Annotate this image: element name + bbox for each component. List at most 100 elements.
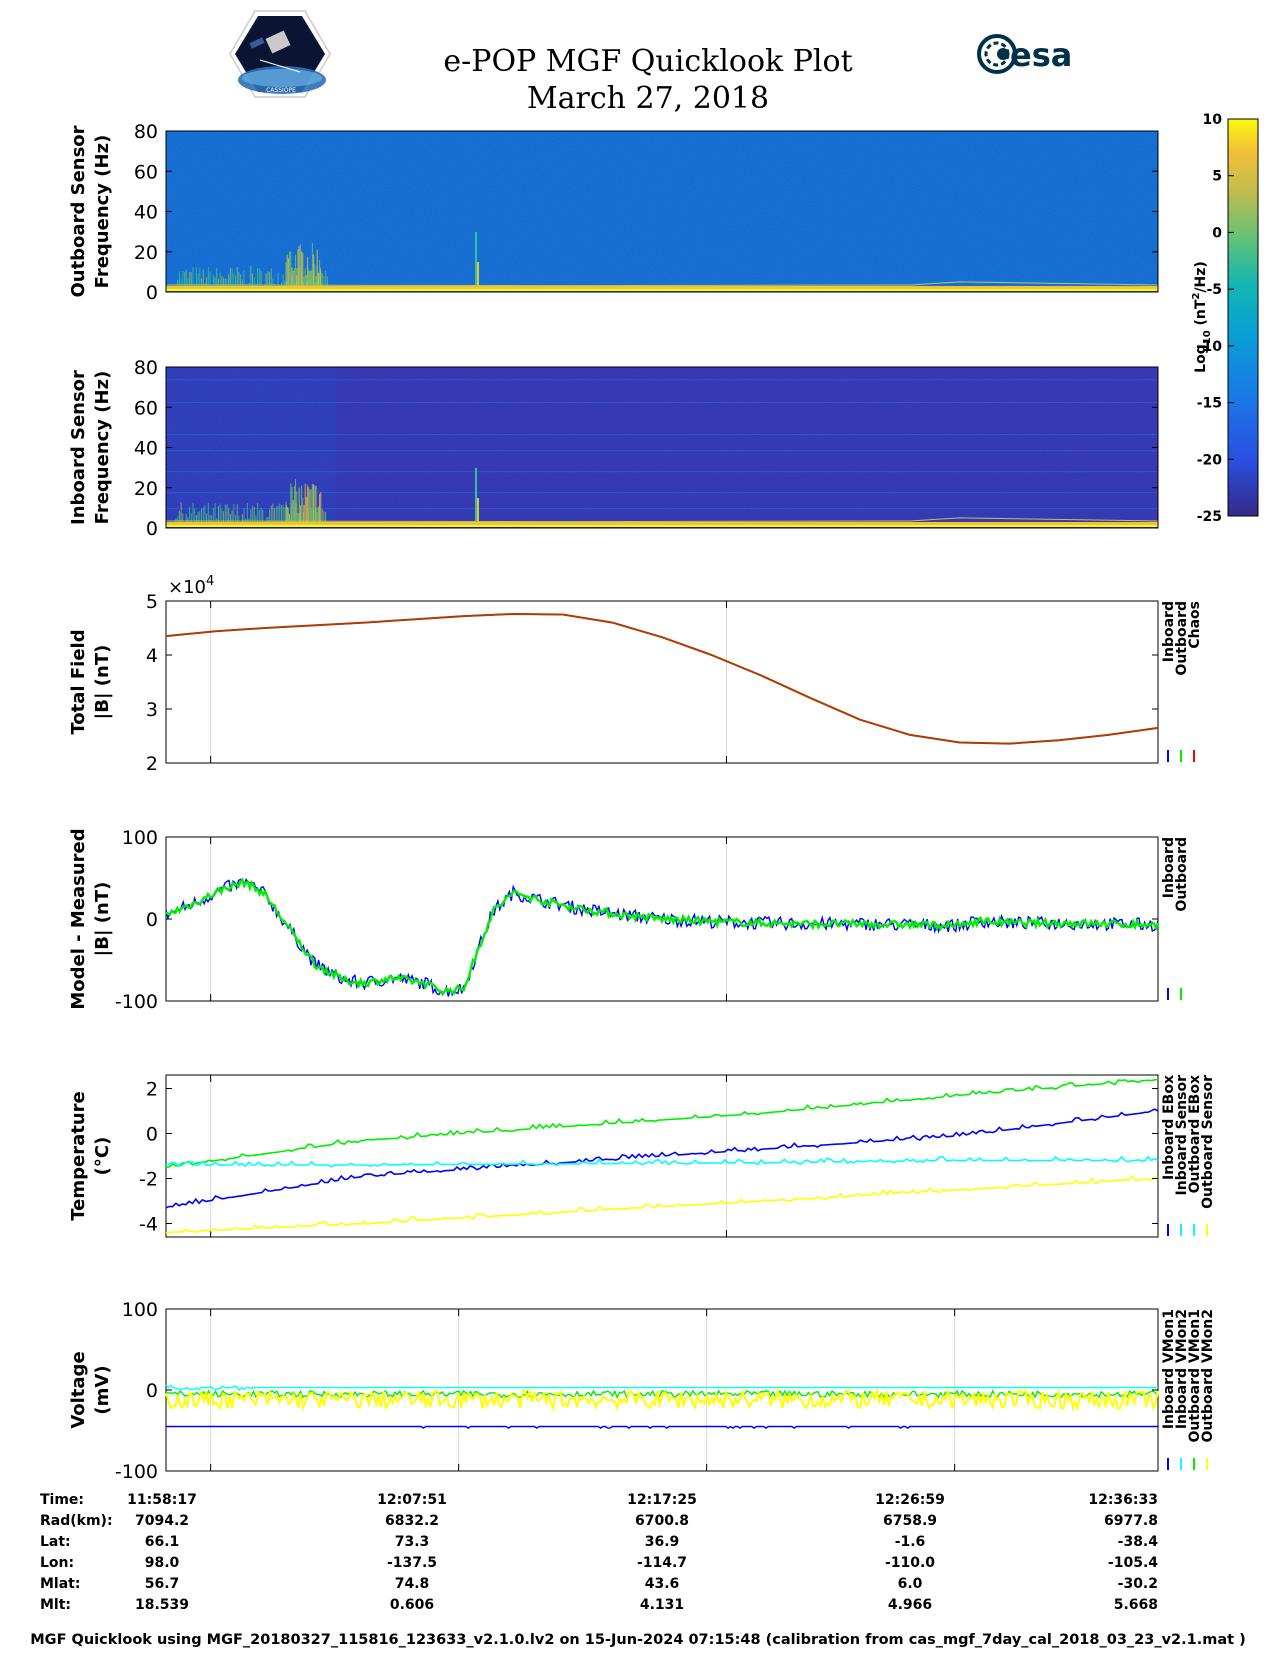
total-field-ytick-label: 2 [146, 753, 158, 775]
total-field-ytick-label: 4 [146, 645, 158, 667]
total-field-legend-entry: Chaos [1187, 601, 1203, 649]
colorbar-tick-label: 5 [1212, 169, 1222, 185]
orbit-cell: 56.7 [145, 1576, 180, 1592]
inboard-spectrogram-ylabel-line: Inboard Sensor [68, 370, 89, 525]
model-minus-measured-ylabel-line: Model - Measured [68, 828, 89, 1009]
orbit-cell: -105.4 [1108, 1555, 1158, 1571]
temperature-ylabel-line: Temperature [68, 1091, 89, 1220]
model-minus-measured-legend-entry: Outboard [1174, 837, 1190, 912]
temperature-ytick-label: -2 [139, 1169, 158, 1191]
total-field-chaos-line [165, 613, 1159, 745]
inboard-spectrogram-ytick-label: 80 [134, 357, 158, 379]
outboard-spectrogram-ytick-label: 60 [134, 161, 158, 183]
total-field-ylabel-line: |B| (nT) [92, 645, 113, 720]
total-field-axes [165, 600, 1159, 764]
orbit-cell: 18.539 [135, 1597, 189, 1613]
orbit-cell: -38.4 [1118, 1534, 1159, 1550]
temperature-legend-entry: Outboard Sensor [1200, 1075, 1216, 1209]
logo-esa: esa [977, 34, 1072, 74]
temperature-legend-entry: Inboard EBox [1161, 1075, 1177, 1180]
orbit-row-label: Mlt: [40, 1597, 71, 1613]
inboard-spectrogram-ylabel-line: Frequency (Hz) [92, 371, 113, 525]
orbit-row-label: Time: [40, 1492, 84, 1508]
orbit-cell: 12:17:25 [627, 1492, 697, 1508]
temperature-series-line [165, 1078, 1159, 1169]
voltage-ylabel: Voltage (mV) [68, 1351, 113, 1428]
temperature-legend-entry: Inboard Sensor [1174, 1075, 1190, 1196]
total-field-ytick-label: 5 [146, 591, 158, 613]
orbit-row-label: Rad(km): [40, 1513, 113, 1529]
logo-cassiope: CASSIOPE [229, 10, 331, 98]
orbit-cell: 36.9 [645, 1534, 680, 1550]
voltage-legend-entry: Outboard VMon2 [1200, 1309, 1216, 1443]
orbit-row-label: Mlat: [40, 1576, 80, 1592]
total-field-legend-entry: Outboard [1174, 601, 1190, 676]
model-minus-measured-ytick-label: -100 [115, 991, 158, 1013]
orbit-cell: 43.6 [645, 1576, 680, 1592]
voltage-series-line [165, 1384, 1158, 1392]
orbit-row-label: Lon: [40, 1555, 74, 1571]
colorbar-ticks: 10 5 0 -5 -10 -15 -20 -25 [1197, 112, 1234, 525]
total-field-exponent: ×104 [168, 574, 214, 598]
orbit-cell: -1.6 [895, 1534, 926, 1550]
orbit-cell: -110.0 [885, 1555, 935, 1571]
orbit-cell: 6758.9 [883, 1513, 937, 1529]
inboard-spectrogram-ytick-label: 20 [134, 478, 158, 500]
inboard-spectrogram-lowfreq-core [166, 525, 1158, 527]
temperature-ylabel: Temperature (°C) [68, 1091, 113, 1220]
orbit-cell: 73.3 [395, 1534, 430, 1550]
logo-esa-text: esa [1010, 36, 1072, 74]
outboard-spectrogram-lowfreq-band [166, 286, 1158, 291]
orbit-cell: 6.0 [898, 1576, 923, 1592]
model-minus-measured-ylabel-line: |B| (nT) [92, 882, 113, 957]
orbit-cell: -30.2 [1118, 1576, 1158, 1592]
outboard-spectrogram-ytick-label: 0 [146, 282, 158, 304]
temperature-series-line [165, 1108, 1159, 1209]
outboard-spectrogram-ylabel: Outboard Sensor Frequency (Hz) [68, 125, 113, 297]
total-field-ytick-label: 3 [146, 699, 158, 721]
outboard-spectrogram-harmonic-trace [165, 281, 1159, 287]
temperature-axes [165, 1074, 1159, 1238]
model-minus-measured-inboard-line [165, 877, 1159, 997]
orbit-table: Time: Rad(km): Lat: Lon: Mlat: Mlt: 11:58:17 70… [40, 1492, 1158, 1613]
orbit-row-label: Lat: [40, 1534, 71, 1550]
outboard-spectrogram-ylabel-line: Frequency (Hz) [92, 135, 113, 289]
orbit-cell: 4.966 [888, 1597, 932, 1613]
footer-caption: MGF Quicklook using MGF_20180327_115816_… [30, 1632, 1246, 1648]
colorbar-tick-label: -25 [1197, 509, 1222, 525]
orbit-cell: 0.606 [390, 1597, 434, 1613]
voltage-series-line [165, 1387, 1159, 1412]
colorbar: 10 5 0 -5 -10 -15 -20 -25 Log10 (nT2/Hz) [1191, 112, 1259, 525]
inboard-spectrogram-lowfreq-band [166, 522, 1158, 527]
colorbar-tick-label: -15 [1197, 396, 1222, 412]
orbit-cell: 6700.8 [635, 1513, 689, 1529]
temperature-ytick-label: -4 [139, 1214, 158, 1236]
orbit-cell: 12:07:51 [377, 1492, 447, 1508]
colorbar-tick-label: -10 [1197, 339, 1223, 355]
total-field-ylabel-line: Total Field [68, 629, 89, 734]
total-field-legend-entry: Inboard [1161, 601, 1177, 662]
model-minus-measured-ytick-label: 0 [146, 909, 158, 931]
page-title: e-POP MGF Quicklook Plot [443, 44, 852, 79]
orbit-cell: 4.131 [640, 1597, 684, 1613]
voltage-series-line [166, 1425, 1158, 1429]
orbit-cell: 5.668 [1114, 1597, 1158, 1613]
inboard-spectrogram-ytick-label: 40 [134, 438, 158, 460]
colorbar-tick-label: -20 [1197, 452, 1223, 468]
orbit-cell: 6832.2 [385, 1513, 439, 1529]
outboard-spectrogram-ytick-label: 80 [134, 121, 158, 143]
orbit-cell: 66.1 [145, 1534, 180, 1550]
orbit-cell: 12:36:33 [1088, 1492, 1158, 1508]
voltage-axes [165, 1308, 1159, 1472]
voltage-ylabel-line: Voltage [68, 1351, 89, 1428]
inboard-spectrogram-ytick-label: 60 [134, 397, 158, 419]
inboard-spectrogram-ylabel: Inboard Sensor Frequency (Hz) [68, 370, 113, 525]
total-field-ylabel: Total Field |B| (nT) [68, 629, 113, 734]
temperature-series-line [165, 1175, 1159, 1234]
